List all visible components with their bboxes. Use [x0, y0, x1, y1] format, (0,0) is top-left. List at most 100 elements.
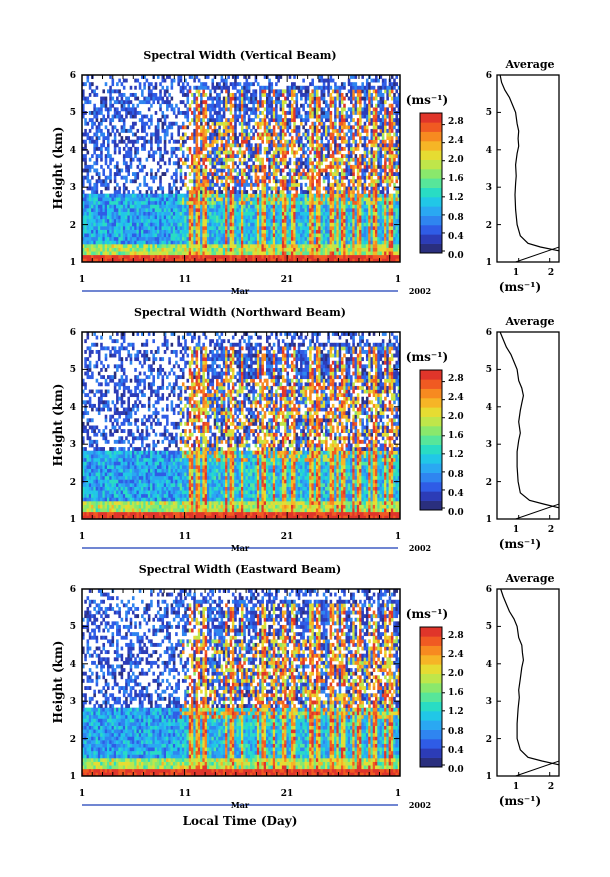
heatmap-cell [322, 110, 326, 115]
heatmap-cell [252, 150, 255, 155]
heatmap-cell [181, 211, 185, 216]
heatmap-cell [88, 247, 92, 252]
heatmap-cell [113, 107, 117, 112]
heatmap-cell [272, 200, 276, 205]
heatmap-cell [365, 258, 369, 263]
heatmap-cell [286, 233, 289, 238]
heatmap-cell [93, 208, 96, 212]
heatmap-cell [300, 233, 303, 238]
heatmap-cell [184, 211, 187, 216]
heatmap-cell [220, 75, 224, 79]
heatmap-cell [127, 222, 130, 227]
heatmap-cell [131, 233, 135, 238]
heatmap-cell [238, 172, 242, 176]
heatmap-cell [350, 193, 353, 198]
heatmap-cell [175, 186, 178, 191]
heatmap-cell [327, 85, 330, 90]
heatmap-cell [365, 110, 369, 115]
heatmap-cell [216, 215, 219, 220]
heatmap-cell [279, 136, 283, 141]
heatmap-cell [131, 229, 135, 234]
heatmap-cell [100, 204, 103, 209]
heatmap-cell [202, 132, 205, 137]
heatmap-cell [343, 193, 346, 198]
heatmap-cell [318, 236, 321, 241]
heatmap-cell [252, 182, 255, 187]
heatmap-cell [211, 107, 215, 112]
heatmap-cell [229, 175, 233, 180]
heatmap-cell [102, 132, 106, 137]
heatmap-cell [304, 175, 308, 180]
heatmap-cell [336, 107, 339, 112]
heatmap-cell [141, 75, 144, 79]
heatmap-cell [236, 197, 240, 202]
heatmap-cell [227, 240, 230, 245]
heatmap-cell [206, 118, 210, 123]
heatmap-cell [252, 161, 255, 166]
heatmap-cell [254, 143, 258, 148]
heatmap-cell [263, 197, 267, 202]
heatmap-cell [295, 168, 299, 173]
heatmap-cell [250, 143, 253, 148]
heatmap-cell [179, 100, 183, 105]
heatmap-cell [177, 132, 180, 137]
heatmap-cell [247, 75, 251, 79]
heatmap-cell [334, 157, 337, 162]
heatmap-cell [290, 139, 294, 144]
heatmap-cell [109, 132, 112, 137]
heatmap-cell [202, 107, 205, 112]
heatmap-cell [143, 247, 146, 252]
heatmap-cell [261, 229, 265, 234]
heatmap-cell [134, 211, 137, 216]
heatmap-cell [252, 251, 255, 256]
heatmap-cell [338, 208, 342, 212]
heatmap-cell [168, 161, 171, 166]
heatmap-cell [268, 110, 271, 115]
heatmap-cell [209, 179, 212, 184]
heatmap-cell [195, 240, 199, 245]
heatmap-cell [313, 247, 317, 252]
heatmap-cell [268, 96, 271, 101]
heatmap-cell [302, 197, 305, 202]
heatmap-cell [356, 193, 360, 198]
heatmap-cell [361, 229, 364, 234]
heatmap-cell [295, 136, 299, 141]
heatmap-cell [161, 85, 165, 90]
heatmap-cell [109, 244, 112, 248]
heatmap-cell [315, 110, 319, 115]
heatmap-cell [111, 208, 115, 212]
heatmap-cell [327, 218, 330, 223]
heatmap-cell [340, 118, 344, 123]
heatmap-cell [329, 143, 333, 148]
heatmap-cell [279, 251, 283, 256]
heatmap-cell [279, 118, 283, 123]
heatmap-cell [286, 89, 289, 94]
heatmap-cell [306, 222, 310, 227]
heatmap-cell [334, 118, 337, 123]
heatmap-cell [304, 172, 308, 176]
heatmap-cell [363, 200, 367, 205]
heatmap-cell [177, 75, 180, 79]
heatmap-cell [277, 218, 280, 223]
heatmap-cell [202, 258, 205, 263]
heatmap-cell [268, 258, 271, 263]
heatmap-cell [211, 100, 215, 105]
heatmap-cell [245, 215, 249, 220]
heatmap-cell [290, 107, 294, 112]
heatmap-cell [363, 233, 367, 238]
heatmap-cell [293, 89, 296, 94]
heatmap-cell [97, 200, 101, 205]
heatmap-cell [256, 254, 260, 259]
heatmap-cell [252, 103, 255, 108]
heatmap-cell [95, 136, 99, 141]
heatmap-cell [129, 100, 133, 105]
heatmap-cell [141, 215, 144, 220]
heatmap-cell [156, 128, 160, 133]
heatmap-cell [177, 125, 180, 130]
heatmap-cell [222, 200, 226, 205]
heatmap-cell [368, 96, 371, 101]
heatmap-cell [204, 164, 208, 169]
heatmap-cell [206, 121, 210, 126]
heatmap-cell [304, 190, 308, 194]
heatmap-cell [95, 236, 99, 241]
